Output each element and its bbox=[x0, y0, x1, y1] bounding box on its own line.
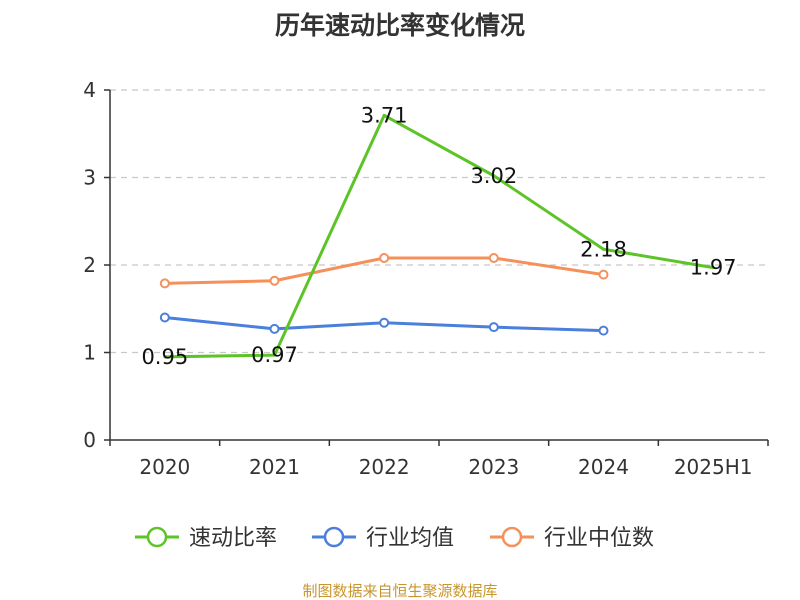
legend-label: 速动比率 bbox=[189, 526, 277, 551]
y-tick-label: 2 bbox=[83, 253, 96, 277]
x-tick-label: 2022 bbox=[359, 455, 410, 479]
data-label: 0.97 bbox=[251, 343, 298, 367]
source-note: 制图数据来自恒生聚源数据库 bbox=[302, 582, 497, 600]
data-point[interactable] bbox=[598, 269, 609, 280]
y-tick-label: 1 bbox=[83, 341, 96, 365]
data-label: 0.95 bbox=[141, 345, 188, 369]
data-point[interactable] bbox=[602, 247, 605, 251]
data-point[interactable] bbox=[711, 266, 715, 270]
data-label: 3.71 bbox=[361, 103, 408, 127]
legend[interactable]: 速动比率 行业均值 行业中位数 bbox=[135, 526, 654, 551]
data-point[interactable] bbox=[163, 355, 167, 359]
data-point[interactable] bbox=[492, 174, 496, 178]
data-point[interactable] bbox=[379, 253, 390, 263]
data-point[interactable] bbox=[269, 275, 280, 286]
x-tick-label: 2023 bbox=[468, 455, 519, 479]
legend-label: 行业均值 bbox=[366, 526, 454, 551]
y-tick-label: 3 bbox=[83, 166, 96, 190]
y-tick-label: 4 bbox=[83, 78, 96, 102]
y-tick-label: 0 bbox=[83, 428, 96, 452]
data-point[interactable] bbox=[379, 317, 390, 328]
x-tick-label: 2025H1 bbox=[674, 455, 753, 479]
chart-title: 历年速动比率变化情况 bbox=[275, 11, 525, 40]
legend-marker bbox=[501, 526, 523, 548]
data-label: 1.97 bbox=[690, 256, 737, 280]
legend-marker bbox=[146, 526, 168, 548]
data-point[interactable] bbox=[598, 325, 609, 336]
gridlines bbox=[110, 89, 768, 354]
data-point[interactable] bbox=[269, 323, 280, 334]
data-labels: 0.95 0.97 3.71 3.02 2.18 1.97 bbox=[141, 103, 736, 369]
series-group bbox=[159, 113, 715, 359]
data-label: 2.18 bbox=[580, 237, 627, 261]
data-point[interactable] bbox=[488, 322, 499, 333]
data-label: 3.02 bbox=[470, 164, 517, 188]
series-line-0 bbox=[164, 113, 714, 359]
legend-item-2[interactable]: 行业中位数 bbox=[490, 526, 654, 551]
axes: 0 1 2 3 4 2020 2021 2022 2023 2024 2025H1 bbox=[83, 78, 769, 479]
x-tick-label: 2024 bbox=[578, 455, 629, 479]
data-point[interactable] bbox=[382, 113, 386, 117]
legend-marker bbox=[323, 526, 345, 548]
data-point[interactable] bbox=[159, 312, 170, 323]
data-point[interactable] bbox=[159, 278, 170, 289]
data-point[interactable] bbox=[273, 353, 276, 357]
x-tick-label: 2020 bbox=[139, 455, 190, 479]
legend-item-0[interactable]: 速动比率 bbox=[135, 526, 277, 551]
legend-label: 行业中位数 bbox=[544, 526, 654, 551]
x-tick-label: 2021 bbox=[249, 455, 300, 479]
data-point[interactable] bbox=[488, 253, 499, 263]
legend-item-1[interactable]: 行业均值 bbox=[312, 526, 454, 551]
